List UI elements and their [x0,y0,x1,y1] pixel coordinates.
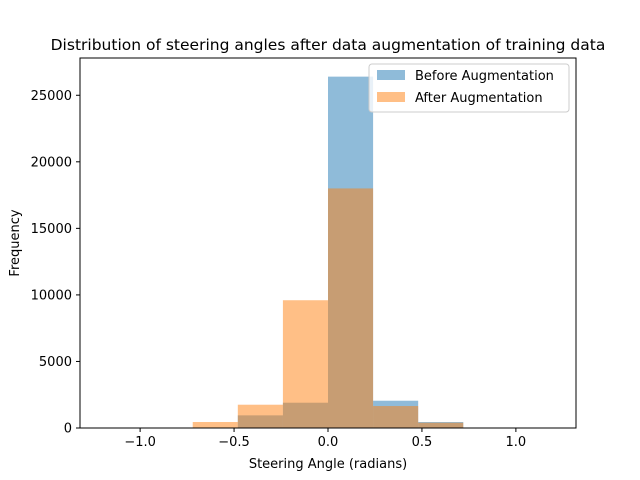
y-tick-label: 10000 [31,288,72,303]
y-tick-label: 5000 [39,355,72,370]
x-tick-label: −1.0 [124,435,156,450]
bar-after-3 [328,188,374,428]
x-axis-label: Steering Angle (radians) [249,457,407,472]
legend-label-before: Before Augmentation [415,69,554,84]
y-tick-label: 25000 [31,89,72,104]
bar-after-4 [373,406,419,428]
bar-after-2 [282,300,328,428]
y-tick-label: 15000 [31,222,72,237]
bar-after-1 [237,404,283,428]
chart-title: Distribution of steering angles after da… [51,36,606,54]
y-tick-label: 20000 [31,155,72,170]
legend-box [368,63,570,113]
bars-group [192,76,464,429]
x-axis-ticks: −1.0 −0.5 0.0 0.5 1.0 [124,428,526,450]
y-tick-label: 0 [64,422,72,437]
y-axis-label: Frequency [8,209,23,276]
x-tick-label: 1.0 [506,435,527,450]
x-tick-label: 0.5 [412,435,433,450]
x-tick-label: −0.5 [218,435,250,450]
legend-swatch-after [377,92,405,102]
y-axis-ticks: 0 5000 10000 15000 20000 25000 [31,89,80,437]
bar-after-0 [192,422,238,428]
bar-after-5 [418,422,464,428]
x-tick-label: 0.0 [318,435,339,450]
legend-label-after: After Augmentation [415,91,543,106]
legend: Before Augmentation After Augmentation [368,63,570,113]
legend-swatch-before [377,70,405,80]
